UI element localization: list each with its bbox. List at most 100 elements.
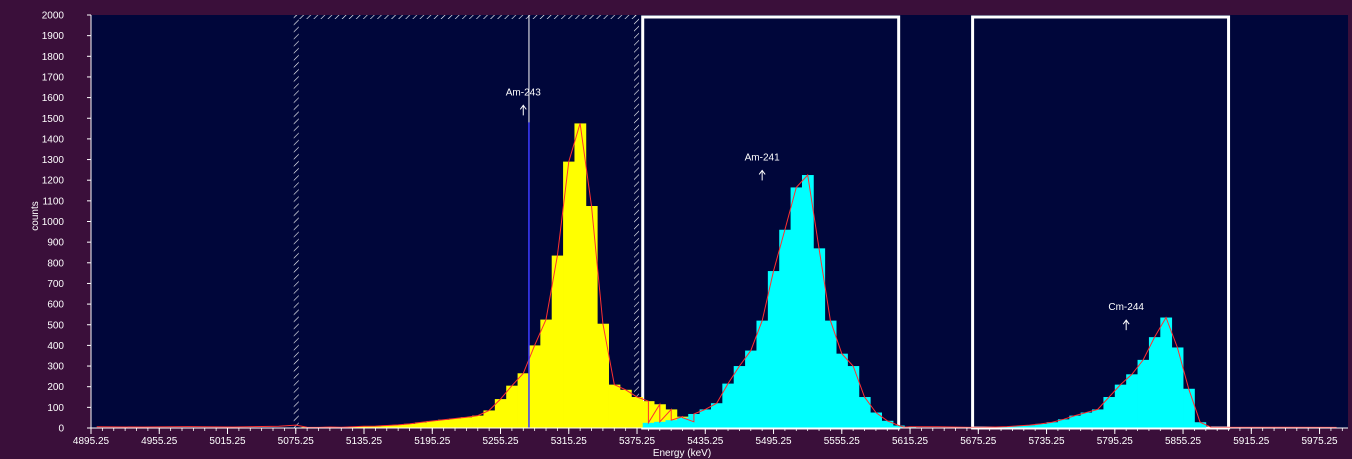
spectrum-bar — [881, 420, 894, 428]
y-tick-label: 1800 — [42, 52, 65, 63]
peak-arrow-head — [758, 169, 766, 175]
x-tick-label: 5615.25 — [892, 436, 929, 447]
y-tick-label: 600 — [47, 300, 64, 311]
spectrum-bar — [619, 389, 632, 428]
spectrum-bar — [563, 161, 575, 429]
plot-area[interactable] — [91, 15, 1348, 428]
spectrum-bar — [517, 373, 530, 428]
spectrum-bar — [1126, 374, 1138, 428]
y-tick-label: 1500 — [42, 114, 65, 125]
spectrum-bar — [710, 403, 723, 428]
x-tick-label: 5855.25 — [1165, 436, 1202, 447]
spectrum-bar — [415, 422, 427, 428]
spectrum-bar — [460, 417, 473, 428]
x-tick-label: 5795.25 — [1097, 436, 1134, 447]
spectrum-bar — [381, 425, 393, 428]
spectrum-bar — [369, 426, 382, 428]
spectrum-bar — [1001, 426, 1013, 428]
spectrum-bar — [733, 366, 746, 428]
spectrum-bar — [403, 423, 416, 428]
x-tick-label: 5255.25 — [482, 436, 519, 447]
y-tick-label: 1300 — [42, 155, 65, 166]
fit-layer — [96, 123, 1337, 428]
y-tick-label: 800 — [47, 258, 64, 269]
roi-right-edge — [634, 15, 640, 428]
peak-label: Cm-244 — [1108, 302, 1144, 313]
spectrum-bar — [1092, 409, 1104, 428]
spectrum-bar — [699, 409, 712, 428]
x-tick-label: 5915.25 — [1233, 436, 1270, 447]
spectrum-bar — [528, 345, 541, 428]
y-tick-label: 1600 — [42, 93, 65, 104]
spectrum-bar — [813, 248, 826, 428]
spectrum-bar — [904, 426, 917, 428]
spectrum-bar — [1160, 317, 1173, 428]
spectrum-bar — [1046, 422, 1059, 428]
y-tick-label: 200 — [47, 382, 64, 393]
spectrum-bar — [1194, 422, 1207, 428]
spectrum-bar — [676, 417, 689, 428]
spectrum-bar — [585, 206, 598, 428]
y-tick-label: 1400 — [42, 134, 65, 145]
bars-layer — [301, 123, 1207, 429]
x-tick-label: 5135.25 — [346, 436, 383, 447]
spectrum-bar — [574, 123, 587, 428]
axes-layer: 0 100 200 300 400 500 600 700 800 900 1000 1100 1200… — [42, 11, 1348, 447]
spectrum-bar — [608, 384, 621, 428]
x-tick-label: 5555.25 — [824, 436, 861, 447]
spectrum-bar — [1080, 412, 1093, 428]
spectrum-bar — [801, 175, 814, 428]
x-tick-label: 5015.25 — [209, 436, 246, 447]
spectrum-bar — [1069, 415, 1082, 428]
y-tick-label: 500 — [47, 320, 64, 331]
labels-layer: Am-243 Am-241 Cm-244 — [506, 87, 1144, 331]
spectrum-bar — [836, 353, 848, 428]
spectrum-bar — [1137, 359, 1150, 428]
spectrum-bar — [483, 410, 496, 428]
x-tick-label: 5495.25 — [755, 436, 792, 447]
y-tick-label: 1900 — [42, 31, 65, 42]
spectrum-bar — [1057, 419, 1070, 428]
spectrum-bar — [597, 323, 609, 428]
y-tick-label: 300 — [47, 362, 64, 373]
spectrum-bar — [745, 350, 757, 428]
spectrum-bar — [892, 425, 905, 428]
spectrum-bar — [779, 229, 791, 428]
y-tick-label: 1700 — [42, 72, 65, 83]
spectrum-bar — [1183, 388, 1195, 428]
spectrum-bar — [551, 255, 564, 428]
x-tick-label: 5075.25 — [278, 436, 315, 447]
spectrum-bar — [870, 412, 883, 428]
roi-left-edge — [293, 15, 299, 428]
spectrum-bar — [1103, 397, 1116, 428]
peak-arrow-head — [519, 104, 527, 110]
y-tick-label: 1200 — [42, 176, 65, 187]
spectrum-bar — [437, 419, 450, 428]
x-tick-label: 5195.25 — [414, 436, 451, 447]
spectrum-bar — [824, 320, 837, 428]
spectrum-bar — [1035, 423, 1047, 428]
spectrum-bar — [449, 418, 462, 428]
spectrum-bar — [540, 319, 553, 428]
spectrum-bar — [790, 187, 803, 428]
x-tick-label: 5375.25 — [619, 436, 656, 447]
x-tick-label: 4955.25 — [141, 436, 178, 447]
x-axis-title: Energy (keV) — [653, 448, 711, 459]
spectrum-bar — [847, 366, 860, 428]
y-tick-label: 400 — [47, 341, 64, 352]
x-tick-label: 5675.25 — [960, 436, 997, 447]
spectrum-bar — [665, 420, 678, 428]
spectrum-bar — [767, 271, 780, 428]
spectrum-bar — [506, 385, 518, 428]
y-tick-label: 1100 — [42, 196, 64, 207]
spectrum-bar — [654, 421, 666, 428]
spectrum-bar — [1148, 337, 1161, 428]
spectrum-bar — [1114, 384, 1127, 428]
x-tick-label: 5975.25 — [1301, 436, 1338, 447]
spectrum-bar — [392, 424, 405, 428]
y-axis-title: counts — [30, 201, 41, 230]
spectrum-bar — [642, 422, 655, 428]
spectrum-bar — [722, 383, 735, 428]
